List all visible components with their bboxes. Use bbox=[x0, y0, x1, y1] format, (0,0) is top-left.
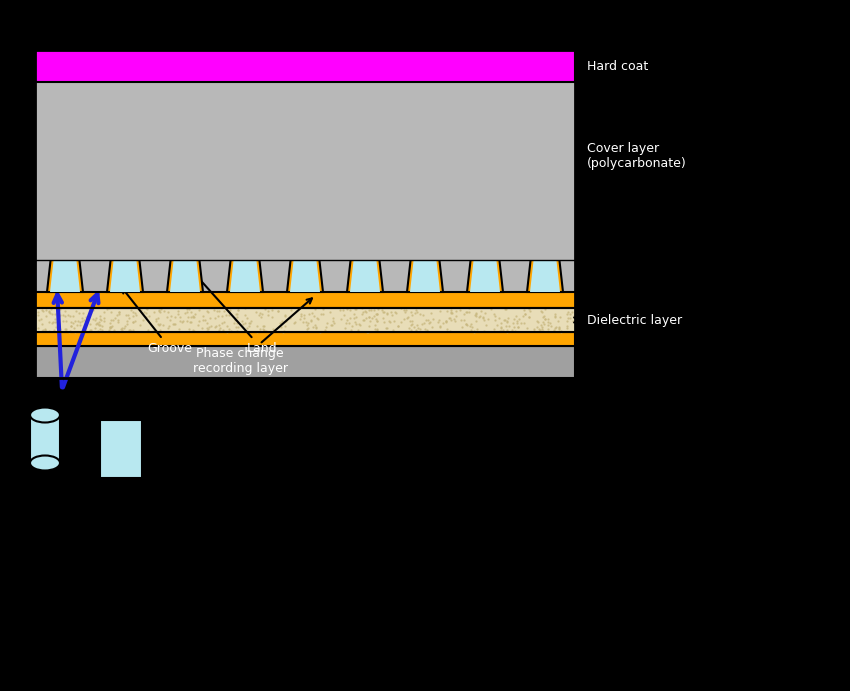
Polygon shape bbox=[350, 260, 380, 292]
Text: Phase change
recording layer: Phase change recording layer bbox=[193, 299, 312, 375]
Polygon shape bbox=[227, 260, 263, 292]
Polygon shape bbox=[410, 260, 440, 292]
Polygon shape bbox=[47, 260, 83, 292]
Polygon shape bbox=[407, 260, 443, 292]
Bar bbox=[35, 82, 575, 260]
Text: Land: Land bbox=[189, 267, 277, 355]
Polygon shape bbox=[110, 260, 140, 292]
Bar bbox=[35, 346, 575, 378]
Ellipse shape bbox=[30, 455, 60, 471]
Polygon shape bbox=[467, 260, 503, 292]
Text: Dielectric layer: Dielectric layer bbox=[574, 314, 682, 327]
Bar bbox=[35, 82, 575, 292]
Polygon shape bbox=[170, 260, 200, 292]
Polygon shape bbox=[230, 260, 260, 292]
Polygon shape bbox=[527, 260, 563, 292]
Polygon shape bbox=[107, 260, 143, 292]
Polygon shape bbox=[287, 260, 323, 292]
Bar bbox=[35, 50, 575, 378]
Polygon shape bbox=[470, 260, 500, 292]
Bar bbox=[35, 332, 575, 346]
Bar bbox=[35, 292, 575, 308]
Bar bbox=[35, 50, 575, 82]
Polygon shape bbox=[167, 260, 203, 292]
Bar bbox=[30, 415, 60, 463]
Polygon shape bbox=[530, 260, 560, 292]
Polygon shape bbox=[347, 260, 383, 292]
Text: Hard coat: Hard coat bbox=[574, 59, 649, 73]
Ellipse shape bbox=[30, 408, 60, 422]
Bar bbox=[100, 420, 142, 478]
Text: Groove: Groove bbox=[122, 288, 192, 355]
Bar bbox=[35, 308, 575, 332]
Text: Cover layer
(polycarbonate): Cover layer (polycarbonate) bbox=[574, 142, 687, 169]
Polygon shape bbox=[290, 260, 320, 292]
Polygon shape bbox=[50, 260, 80, 292]
